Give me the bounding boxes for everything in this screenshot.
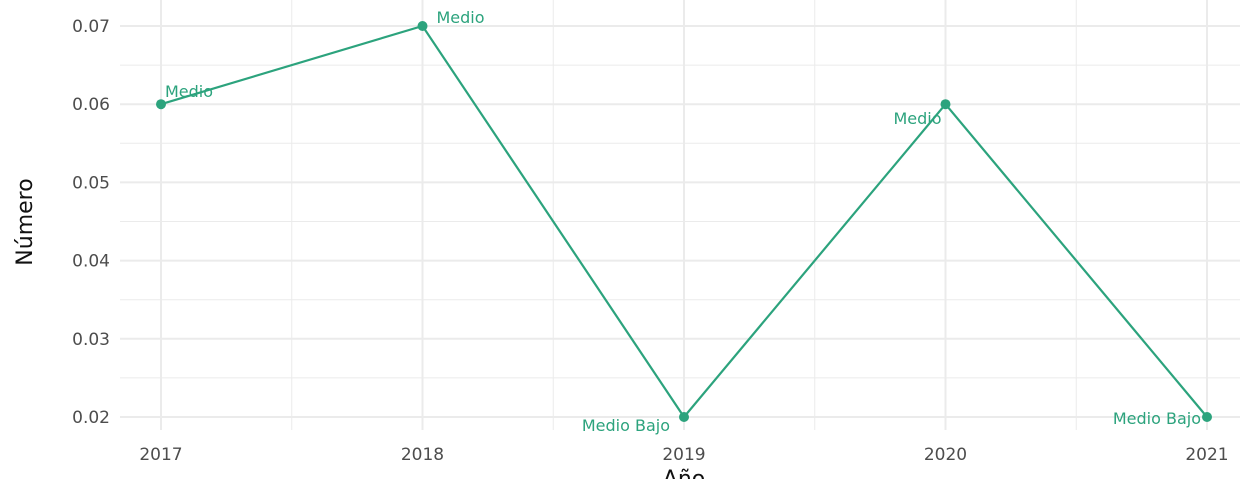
point-label: Medio [893, 109, 941, 128]
y-tick-label: 0.04 [72, 252, 110, 272]
data-point [156, 99, 166, 110]
point-label: Medio [165, 82, 213, 101]
data-point [679, 412, 689, 422]
data-point [417, 21, 428, 31]
minor-gridlines [120, 0, 1240, 430]
point-label: Medio [437, 8, 485, 27]
series-layer [156, 21, 1212, 422]
data-point [940, 99, 951, 110]
x-tick-label: 2020 [924, 445, 967, 465]
y-tick-label: 0.05 [72, 173, 110, 193]
point-label: Medio Bajo [582, 416, 670, 435]
x-axis-tick-labels: 2017 2018 2019 2020 2021 [139, 445, 1228, 465]
x-axis-title: Año [663, 467, 705, 479]
x-tick-label: 2021 [1185, 445, 1228, 465]
y-axis-title: Número [13, 178, 38, 265]
y-tick-label: 0.07 [72, 17, 110, 37]
y-tick-label: 0.02 [72, 408, 110, 428]
x-tick-label: 2019 [662, 445, 705, 465]
y-tick-label: 0.03 [72, 330, 110, 350]
x-tick-label: 2018 [401, 445, 444, 465]
y-tick-label: 0.06 [72, 95, 110, 115]
y-axis-tick-labels: 0.02 0.03 0.04 0.05 0.06 0.07 [72, 17, 110, 428]
point-label: Medio Bajo [1113, 409, 1201, 428]
major-gridlines [120, 0, 1240, 430]
x-tick-label: 2017 [139, 445, 182, 465]
point-labels-layer: Medio Medio Medio Bajo Medio Medio Bajo [165, 8, 1201, 435]
data-point [1202, 412, 1212, 422]
